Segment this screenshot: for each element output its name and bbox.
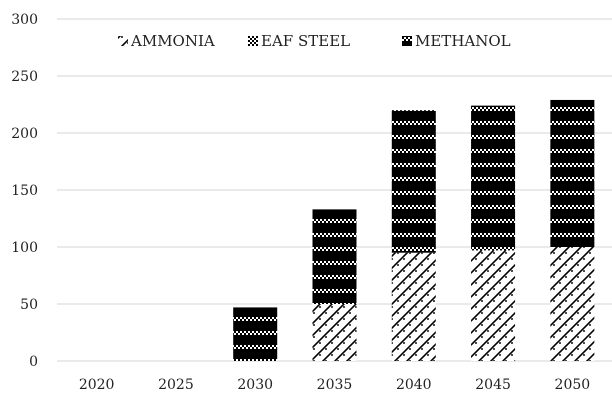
legend-swatch-ammonia — [118, 36, 128, 46]
bar-ammonia-2045 — [471, 250, 516, 361]
y-tick-label: 200 — [11, 126, 38, 142]
bar-methanol-2030 — [233, 307, 278, 361]
legend-swatch-methanol — [402, 36, 412, 46]
y-tick-label: 0 — [29, 354, 38, 370]
y-tick-label: 50 — [20, 297, 38, 313]
bar-ammonia-2050 — [550, 247, 595, 361]
x-tick-label: 2040 — [396, 377, 432, 393]
y-axis-tick-labels: 0 50 100 150 200 250 300 — [11, 12, 38, 370]
y-tick-label: 100 — [11, 240, 38, 256]
y-tick-label: 300 — [11, 12, 38, 28]
y-tick-label: 250 — [11, 69, 38, 85]
legend: AMMONIA EAF STEEL METHANOL — [118, 32, 511, 50]
legend-label: METHANOL — [415, 32, 511, 50]
bar-methanol-2050 — [550, 99, 595, 247]
x-tick-label: 2025 — [158, 377, 194, 393]
x-tick-label: 2050 — [555, 377, 591, 393]
legend-label: EAF STEEL — [261, 32, 350, 50]
x-tick-label: 2020 — [79, 377, 115, 393]
bar-methanol-2045 — [471, 105, 516, 251]
legend-swatch-eaf-steel — [248, 36, 258, 46]
bar-ammonia-2035 — [312, 304, 357, 361]
bar-methanol-2040 — [391, 110, 436, 253]
legend-label: AMMONIA — [130, 32, 215, 50]
bars — [233, 99, 595, 361]
y-tick-label: 150 — [11, 183, 38, 199]
x-tick-label: 2045 — [475, 377, 511, 393]
x-tick-label: 2030 — [237, 377, 273, 393]
x-axis-tick-labels: 2020 2025 2030 2035 2040 2045 2050 — [79, 377, 590, 393]
x-tick-label: 2035 — [317, 377, 353, 393]
bar-methanol-2035 — [312, 209, 357, 304]
bar-ammonia-2040 — [391, 252, 436, 361]
